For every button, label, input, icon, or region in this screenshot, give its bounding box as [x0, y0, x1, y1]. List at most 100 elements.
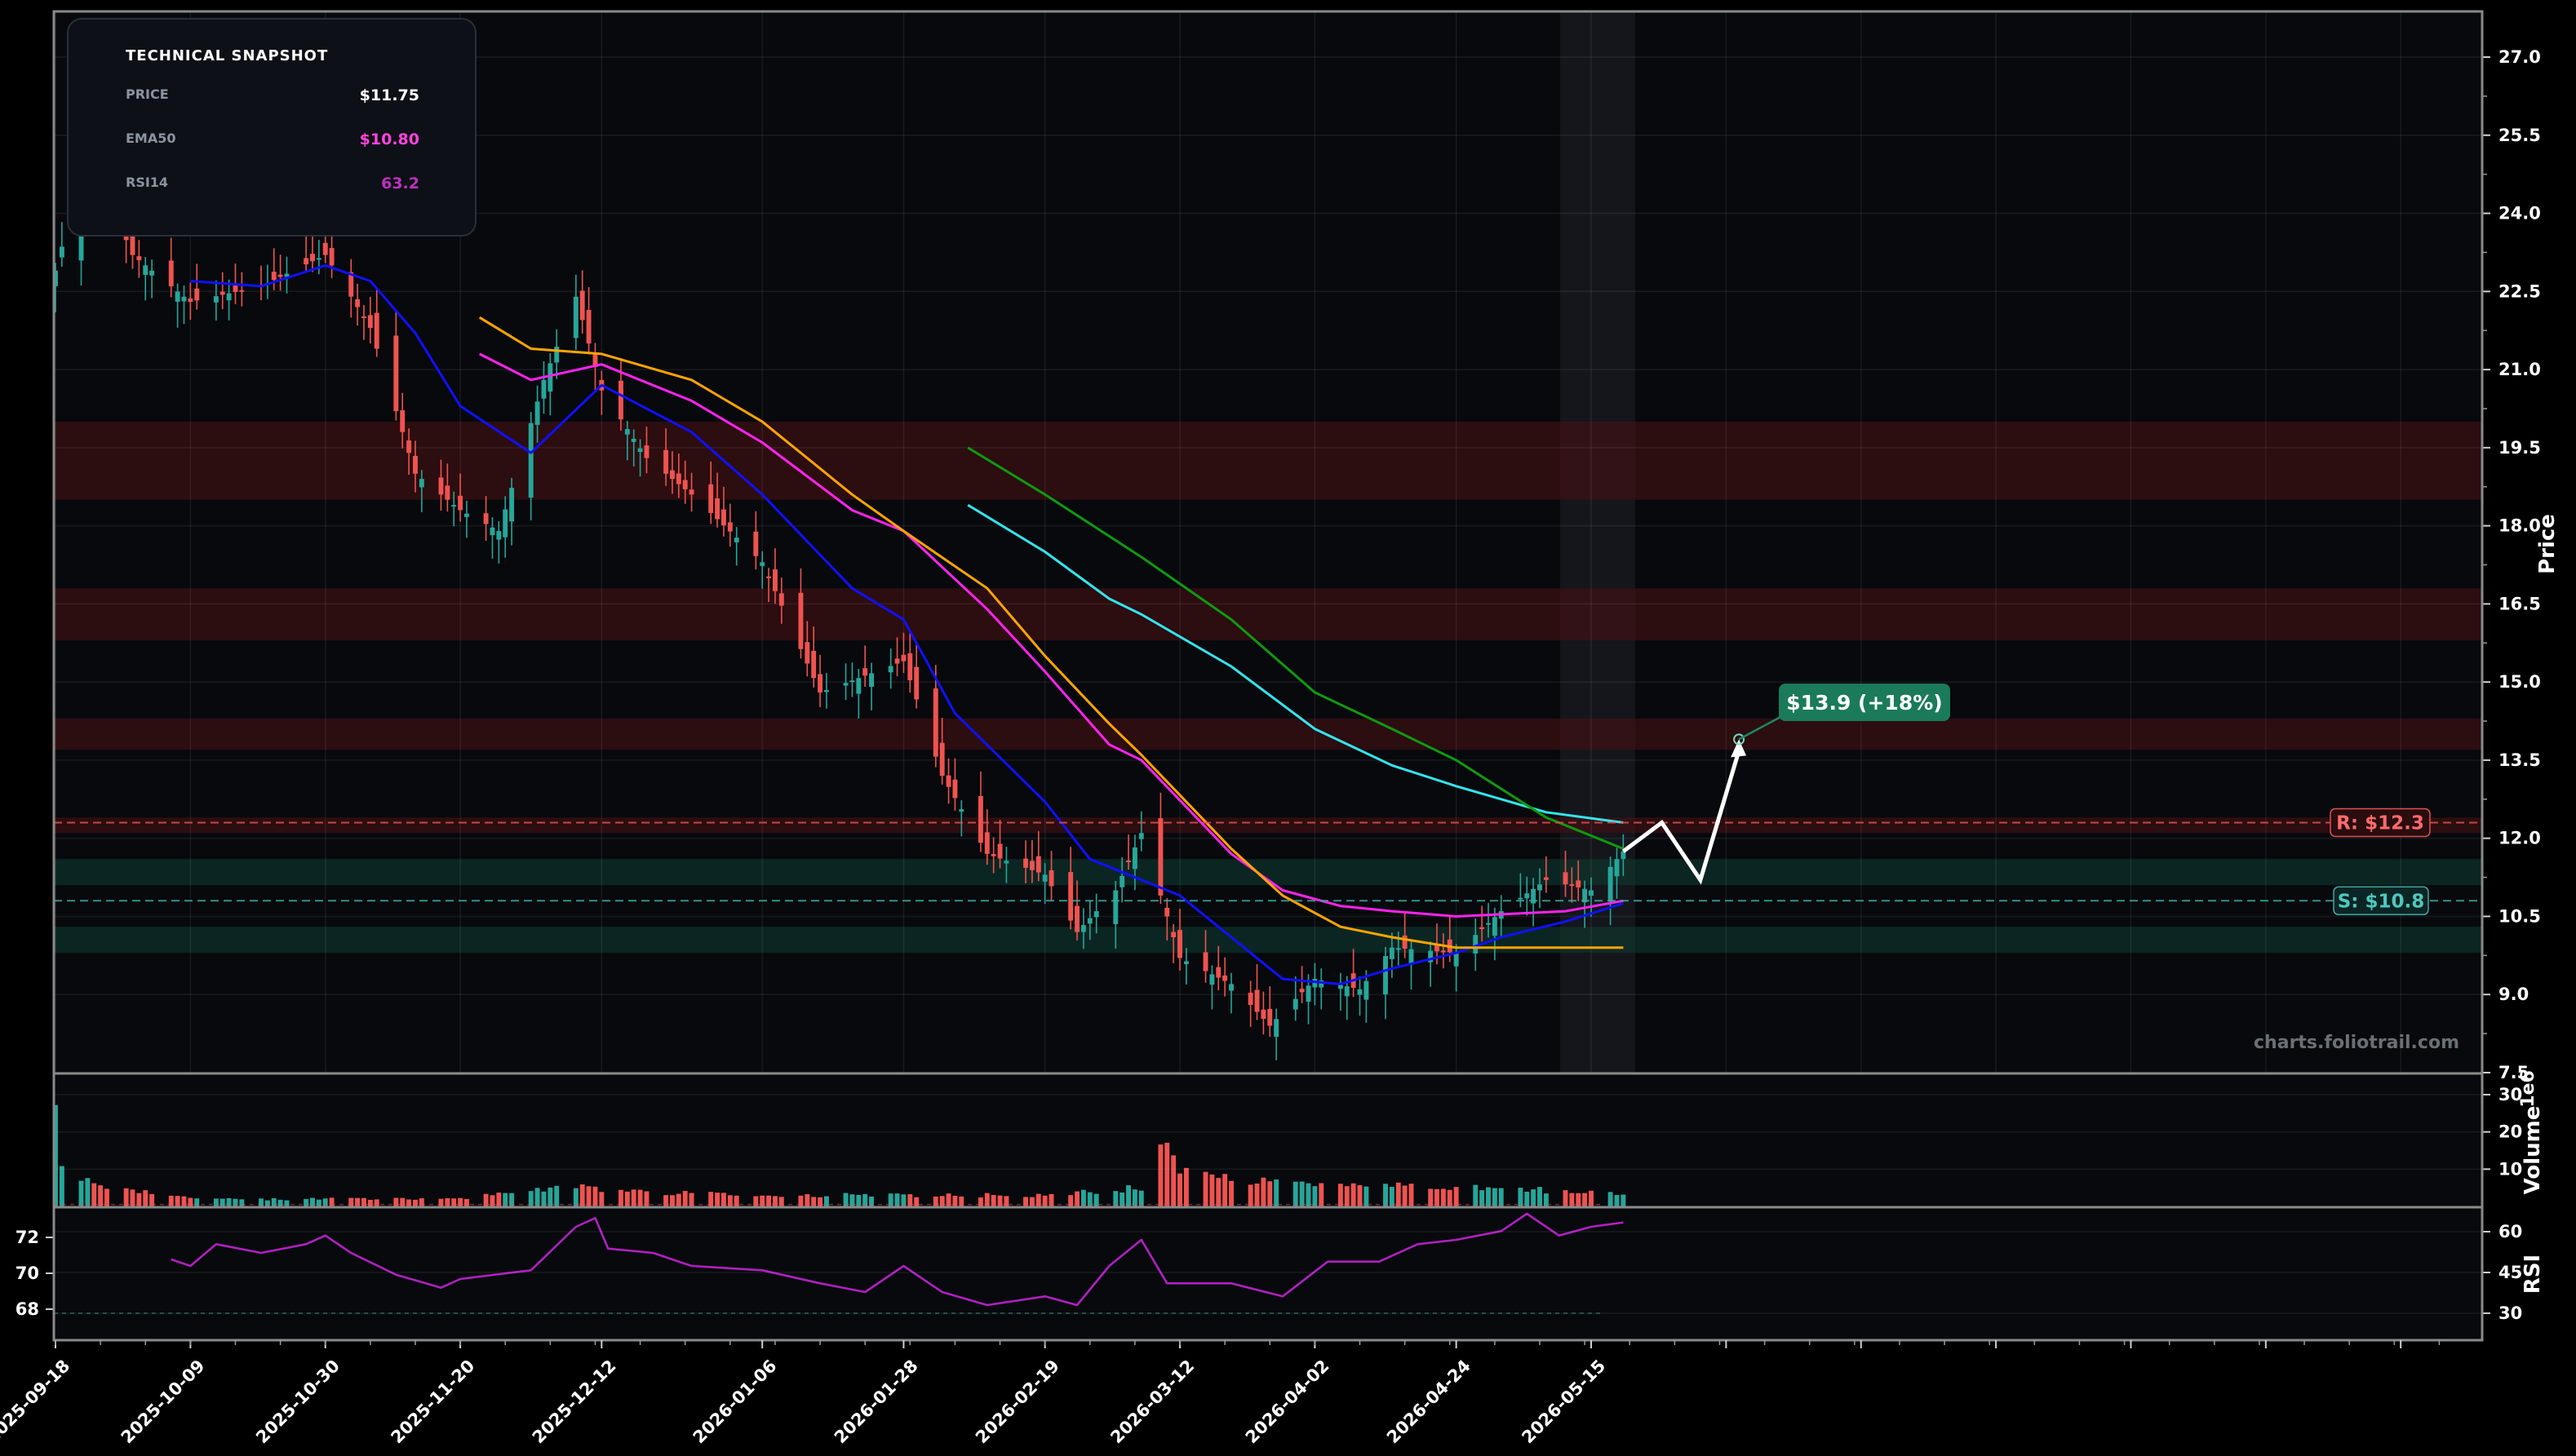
candle-body: [1434, 944, 1439, 952]
volume-bar: [1042, 1195, 1048, 1206]
volume-bar: [316, 1199, 321, 1206]
volume-bar: [1569, 1193, 1575, 1206]
volume-bar: [1267, 1181, 1273, 1206]
volume-bar: [348, 1197, 354, 1206]
volume-bar: [458, 1197, 463, 1206]
candle-body: [1408, 949, 1414, 964]
candle-body: [1216, 967, 1221, 978]
support-label: S: $10.8: [2338, 891, 2425, 912]
candle-body: [619, 380, 623, 420]
price-tick-label: 21.0: [2498, 360, 2541, 379]
candle-body: [676, 473, 681, 485]
resistance-zone: [54, 421, 2482, 500]
rsi-line: [171, 1212, 1624, 1307]
volume-bar: [1049, 1193, 1054, 1206]
candle-body: [663, 449, 669, 474]
candle-body: [548, 363, 553, 392]
candle-body: [1126, 861, 1131, 863]
candle-body: [1531, 888, 1536, 904]
volume-bar: [406, 1199, 412, 1206]
volume-bar: [1434, 1188, 1439, 1206]
candle-body: [1395, 948, 1401, 950]
volume-bar: [1035, 1193, 1041, 1206]
candle-body: [1473, 935, 1479, 954]
candle-body: [438, 477, 444, 495]
candle-body: [1486, 923, 1491, 925]
rsi-panel: 30 45 60 68 70 72 RSI: [16, 1203, 2545, 1340]
snapshot-ema50-label: EMA50: [126, 131, 176, 146]
volume-bar: [271, 1198, 277, 1206]
candle-body: [1120, 875, 1125, 887]
volume-bar: [123, 1188, 129, 1206]
volume-bar: [939, 1196, 945, 1206]
volume-bar: [888, 1193, 893, 1206]
candle-body: [406, 440, 412, 454]
support-label-box: [2333, 886, 2429, 916]
volume-bar: [78, 1180, 84, 1206]
candle-body: [130, 234, 135, 255]
candle-body: [1164, 907, 1170, 917]
volume-bar: [849, 1194, 855, 1206]
volume-bar: [451, 1198, 457, 1206]
volume-bar: [1537, 1187, 1542, 1206]
price-tick-label: 18.0: [2498, 516, 2541, 536]
resistance-label-box: [2330, 808, 2431, 838]
candle-body: [734, 538, 739, 542]
volume-bar: [53, 1104, 58, 1206]
resistance-label: R: $12.3: [2336, 813, 2424, 834]
candle-body: [1087, 918, 1093, 924]
volume-bar: [1229, 1180, 1234, 1206]
volume-bar: [1531, 1189, 1536, 1206]
candle-body: [1402, 935, 1408, 949]
candle-body: [1035, 856, 1041, 873]
volume-bar: [1337, 1184, 1343, 1206]
candle-body: [541, 379, 547, 399]
candle-body: [304, 258, 309, 265]
candle-body: [226, 293, 232, 301]
candle-body: [1042, 874, 1048, 882]
candle-body: [573, 296, 579, 339]
volume-bar: [682, 1191, 688, 1206]
volume-bar: [856, 1195, 862, 1206]
candle-body: [959, 809, 964, 812]
candle-body: [1158, 818, 1164, 896]
volume-bar: [284, 1200, 290, 1206]
volume-bar: [1209, 1174, 1215, 1206]
candle-body: [772, 569, 778, 591]
resistance-zone: [54, 817, 2482, 834]
candle-body: [888, 666, 893, 673]
volume-bar: [1087, 1192, 1093, 1206]
candle-body: [579, 290, 585, 321]
volume-bar: [811, 1197, 817, 1206]
volume-bar: [1524, 1192, 1530, 1206]
volume-bar: [599, 1192, 605, 1206]
volume-bar: [1254, 1183, 1260, 1206]
candle-body: [894, 658, 900, 664]
price-tick-label: 27.0: [2498, 47, 2541, 67]
candle-body: [1543, 877, 1549, 880]
candle-body: [1337, 985, 1343, 989]
volume-bar: [708, 1192, 714, 1206]
candles: [53, 132, 1626, 1060]
volume-bar: [548, 1187, 553, 1206]
volume-bar: [959, 1196, 964, 1206]
volume-tick-label: 10: [2498, 1159, 2522, 1179]
candle-body: [997, 843, 1003, 859]
volume-bar: [997, 1195, 1003, 1206]
volume-bar: [907, 1194, 913, 1206]
volume-bar: [579, 1184, 585, 1206]
snapshot-price-value: $11.75: [359, 86, 419, 104]
volume-bar: [1428, 1188, 1434, 1206]
candle-body: [168, 260, 174, 286]
volume-bar: [933, 1196, 938, 1206]
candle-body: [1113, 890, 1119, 925]
candle-body: [1363, 980, 1369, 1000]
candle-body: [59, 246, 64, 258]
volume-bars: [53, 1104, 1626, 1206]
volume-unit-label: 1e6: [2518, 1070, 2538, 1108]
volume-bar: [1132, 1189, 1137, 1206]
candle-body: [901, 654, 907, 662]
volume-bar: [663, 1195, 669, 1206]
volume-bar: [413, 1199, 418, 1206]
volume-bar: [213, 1198, 219, 1206]
